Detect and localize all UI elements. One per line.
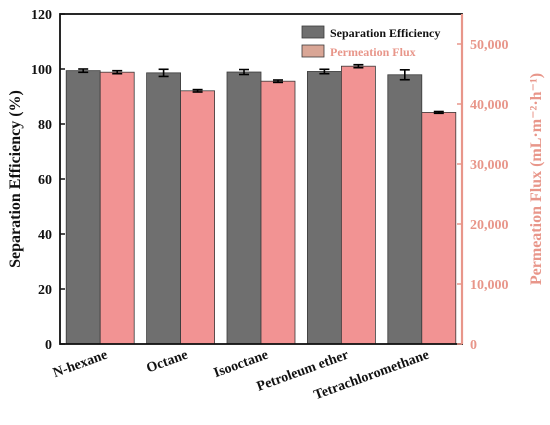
right-tick-label-5: 50,000 (470, 38, 509, 53)
legend-label-separation-efficiency: Separation Efficiency (330, 26, 440, 40)
bar-separation-efficiency-4 (387, 74, 423, 345)
legend-swatch-separation-efficiency (301, 25, 325, 39)
left-tick-label-5: 100 (31, 63, 52, 78)
bar-permeation-flux-1 (180, 90, 216, 345)
bar-separation-efficiency-0 (65, 70, 101, 345)
category-label-1: Octane (145, 348, 190, 377)
bar-separation-efficiency-1 (146, 72, 182, 345)
left-tick-label-6: 120 (31, 8, 52, 23)
bars-layer (65, 65, 457, 345)
legend-label-permeation-flux: Permeation Flux (330, 45, 416, 59)
bar-separation-efficiency-3 (306, 71, 342, 345)
y2-axis-title: Permeation Flux (mL·m⁻²·h⁻¹) (528, 73, 545, 285)
category-label-2: Isooctane (212, 348, 270, 382)
left-tick-label-2: 40 (38, 228, 52, 243)
right-axis-ticks: 0 10,000 20,000 30,000 40,000 50,000 (457, 38, 509, 353)
y-axis-title: Separation Efficiency (%) (7, 90, 24, 268)
bar-permeation-flux-4 (421, 112, 457, 345)
legend: Separation Efficiency Permeation Flux (301, 25, 440, 59)
left-tick-label-4: 80 (38, 118, 52, 133)
bar-permeation-flux-0 (99, 71, 135, 345)
left-tick-label-3: 60 (38, 173, 52, 188)
bar-permeation-flux-3 (340, 65, 376, 345)
legend-swatch-permeation-flux (301, 44, 325, 58)
right-tick-label-4: 40,000 (470, 98, 509, 113)
bar-permeation-flux-2 (260, 80, 296, 345)
right-tick-label-1: 10,000 (470, 278, 509, 293)
right-tick-label-2: 20,000 (470, 218, 509, 233)
bar-separation-efficiency-2 (226, 71, 262, 345)
left-tick-label-1: 20 (38, 283, 52, 298)
left-axis-ticks: 0 20 40 60 80 100 120 (31, 8, 65, 353)
left-tick-label-0: 0 (45, 338, 52, 353)
right-tick-label-0: 0 (470, 338, 477, 353)
right-tick-label-3: 30,000 (470, 158, 509, 173)
error-bars-layer (78, 63, 444, 115)
category-label-0: N-hexane (51, 348, 109, 382)
